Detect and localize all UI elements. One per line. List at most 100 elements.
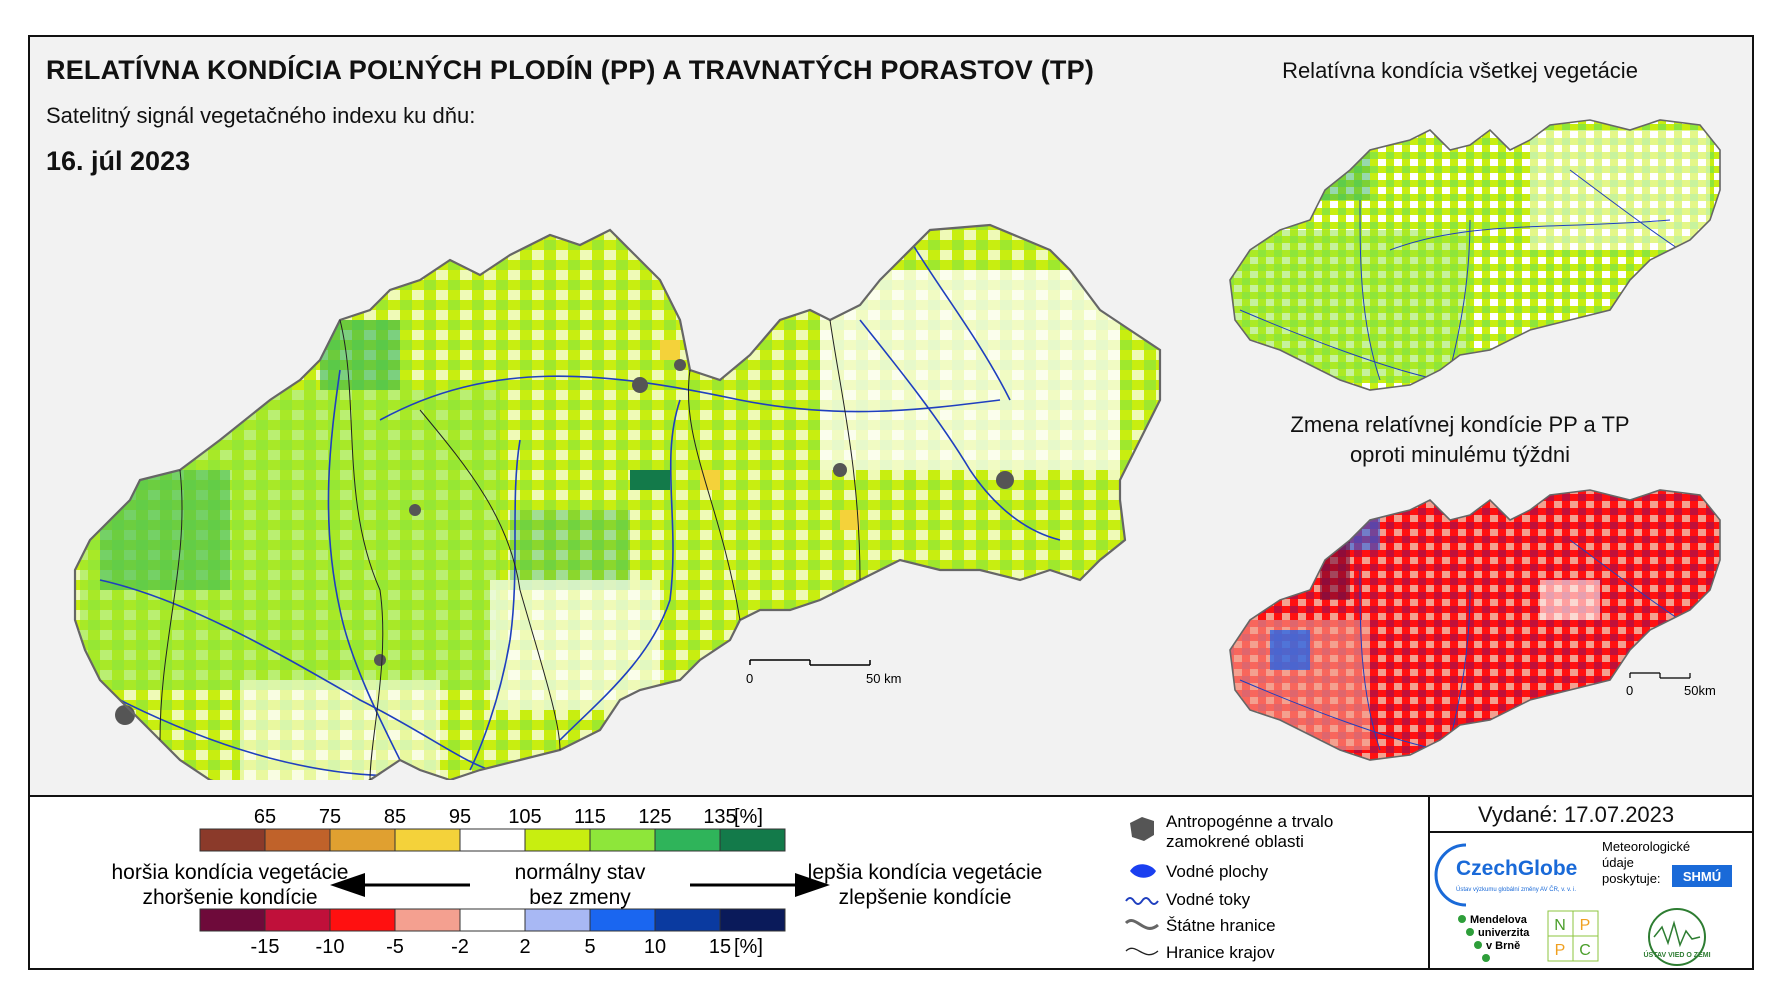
- change-tick-label: 5: [584, 936, 595, 958]
- urban-area-icon: [1130, 817, 1154, 841]
- change-swatch: [719, 908, 786, 932]
- inset-scale-end: 50km: [1684, 683, 1716, 698]
- change-swatch: [524, 908, 591, 932]
- change-swatch: [199, 908, 266, 932]
- water-body-icon: [1130, 864, 1156, 878]
- mendel-university-logo: Mendelova univerzita v Brně: [1458, 914, 1530, 962]
- worse-condition-label: horšia kondícia vegetácie: [112, 861, 349, 884]
- footer-divider-horizontal: [1428, 831, 1752, 833]
- footer-divider-vertical: [1428, 797, 1430, 968]
- inset-scale-start: 0: [1626, 683, 1633, 698]
- inset-change-map: 0 50km: [1229, 489, 1721, 761]
- czechglobe-name: CzechGlobe: [1456, 857, 1577, 880]
- condition-swatch: [589, 828, 656, 852]
- region-borders: [159, 319, 861, 780]
- vegetation-grid: [75, 225, 1160, 780]
- change-tick-label: -5: [386, 936, 404, 958]
- change-tick-label: -15: [251, 936, 280, 958]
- mendel-line1: Mendelova: [1470, 914, 1528, 926]
- condition-swatch: [719, 828, 786, 852]
- czechglobe-subtitle: Ústav výzkumu globální změny AV ČR, v. v…: [1456, 886, 1576, 893]
- main-scale-end: 50 km: [866, 671, 901, 686]
- shmu-logo: SHMÚ: [1672, 865, 1732, 887]
- change-color-bar: [199, 908, 786, 932]
- condition-swatch: [459, 828, 526, 852]
- condition-tick-label: 115: [574, 806, 606, 828]
- condition-swatch: [524, 828, 591, 852]
- condition-tick-label: 125: [638, 806, 671, 828]
- condition-tick-label: 135: [703, 806, 736, 828]
- change-swatch: [264, 908, 331, 932]
- change-tick-label: 10: [644, 936, 666, 958]
- inset-bottom-title-line1: Zmena relatívnej kondície PP a TP: [1290, 412, 1630, 437]
- condition-swatch: [199, 828, 266, 852]
- change-tick-labels: -15 -10 -5 -2 2 5 10 15 [%]: [251, 936, 763, 958]
- date-label: 16. júl 2023: [46, 146, 191, 176]
- condition-swatch: [329, 828, 396, 852]
- change-tick-label: -10: [316, 936, 345, 958]
- urban-area-label-2: zamokrené oblasti: [1166, 832, 1304, 851]
- no-change-label: bez zmeny: [529, 886, 631, 909]
- change-swatch: [589, 908, 656, 932]
- state-border-label: Štátne hranice: [1166, 916, 1276, 935]
- condition-swatch: [264, 828, 331, 852]
- change-tick-label: 2: [519, 936, 530, 958]
- nppc-n: N: [1554, 917, 1566, 934]
- legend-panel: [28, 795, 1754, 970]
- meteo-line2: údaje: [1602, 855, 1634, 870]
- condition-tick-label: 85: [384, 806, 406, 828]
- mendel-line3: v Brně: [1486, 940, 1520, 952]
- condition-tick-label: [%]: [734, 806, 763, 828]
- change-tick-label: [%]: [734, 936, 763, 958]
- inset-top-title: Relatívna kondícia všetkej vegetácie: [1282, 58, 1638, 83]
- change-tick-label: 15: [709, 936, 731, 958]
- river-label: Vodné toky: [1166, 890, 1251, 909]
- condition-tick-labels: 65 75 85 95 105 115 125 135[%]: [254, 806, 763, 828]
- region-border-icon: [1125, 947, 1159, 956]
- change-tick-label: -2: [451, 936, 469, 958]
- river-icon: [1125, 897, 1159, 905]
- shmu-name: SHMÚ: [1683, 869, 1721, 884]
- condition-tick-label: 105: [508, 806, 541, 828]
- main-scale-start: 0: [746, 671, 753, 686]
- inset-all-vegetation-map: [1229, 119, 1721, 391]
- condition-swatch: [654, 828, 721, 852]
- earth-science-institute-logo: ÚSTAV VIED O ZEMI: [1643, 908, 1711, 966]
- urban-area-label: Antropogénne a trvalo: [1166, 812, 1333, 831]
- better-change-label: zlepšenie kondície: [839, 886, 1012, 909]
- condition-color-bar: [199, 828, 786, 852]
- change-swatch: [394, 908, 461, 932]
- color-scale-legend: 65 75 85 95 105 115 125 135[%] -15 -10 -5 -2 2 5 10 15…: [112, 806, 1043, 958]
- page-subtitle: Satelitný signál vegetačného indexu ku d…: [46, 103, 476, 128]
- main-condition-map: 0 50 km: [73, 223, 1162, 780]
- condition-swatch: [394, 828, 461, 852]
- partner-logos: CzechGlobe Ústav výzkumu globální změny …: [1434, 839, 1732, 966]
- condition-tick-label: 65: [254, 806, 276, 828]
- symbol-legend: Antropogénne a trvalo zamokrené oblasti …: [1124, 812, 1333, 962]
- nppc-p1: P: [1580, 917, 1591, 934]
- change-swatch: [459, 908, 526, 932]
- nppc-logo: N P P C: [1547, 910, 1599, 962]
- nppc-p2: P: [1555, 942, 1566, 959]
- issued-date: Vydané: 17.07.2023: [1478, 802, 1675, 827]
- inset-bottom-title-line2: oproti minulému týždni: [1349, 442, 1571, 467]
- water-body-label: Vodné plochy: [1166, 862, 1269, 881]
- state-border: [73, 223, 1162, 780]
- earth-science-institute-name: ÚSTAV VIED O ZEMI: [1643, 950, 1710, 959]
- change-swatch: [329, 908, 396, 932]
- main-scale-bar: 0 50 km: [746, 659, 901, 686]
- region-border-label: Hranice krajov: [1166, 943, 1275, 962]
- mendel-line2: univerzita: [1478, 927, 1530, 939]
- state-border-icon: [1124, 919, 1159, 930]
- nppc-c: C: [1579, 942, 1591, 959]
- left-arrow-icon: [330, 873, 470, 897]
- meteo-line3: poskytuje:: [1602, 871, 1661, 886]
- inset-scale-bar: 0 50km: [1626, 672, 1716, 698]
- worse-change-label: zhoršenie kondície: [142, 886, 317, 909]
- condition-tick-label: 95: [449, 806, 471, 828]
- page-title: RELATÍVNA KONDÍCIA POĽNÝCH PLODÍN (PP) A…: [46, 55, 1095, 85]
- meteo-line1: Meteorologické: [1602, 839, 1690, 854]
- better-condition-label: lepšia kondícia vegetácie: [808, 861, 1043, 884]
- normal-state-label: normálny stav: [515, 861, 646, 884]
- condition-tick-label: 75: [319, 806, 341, 828]
